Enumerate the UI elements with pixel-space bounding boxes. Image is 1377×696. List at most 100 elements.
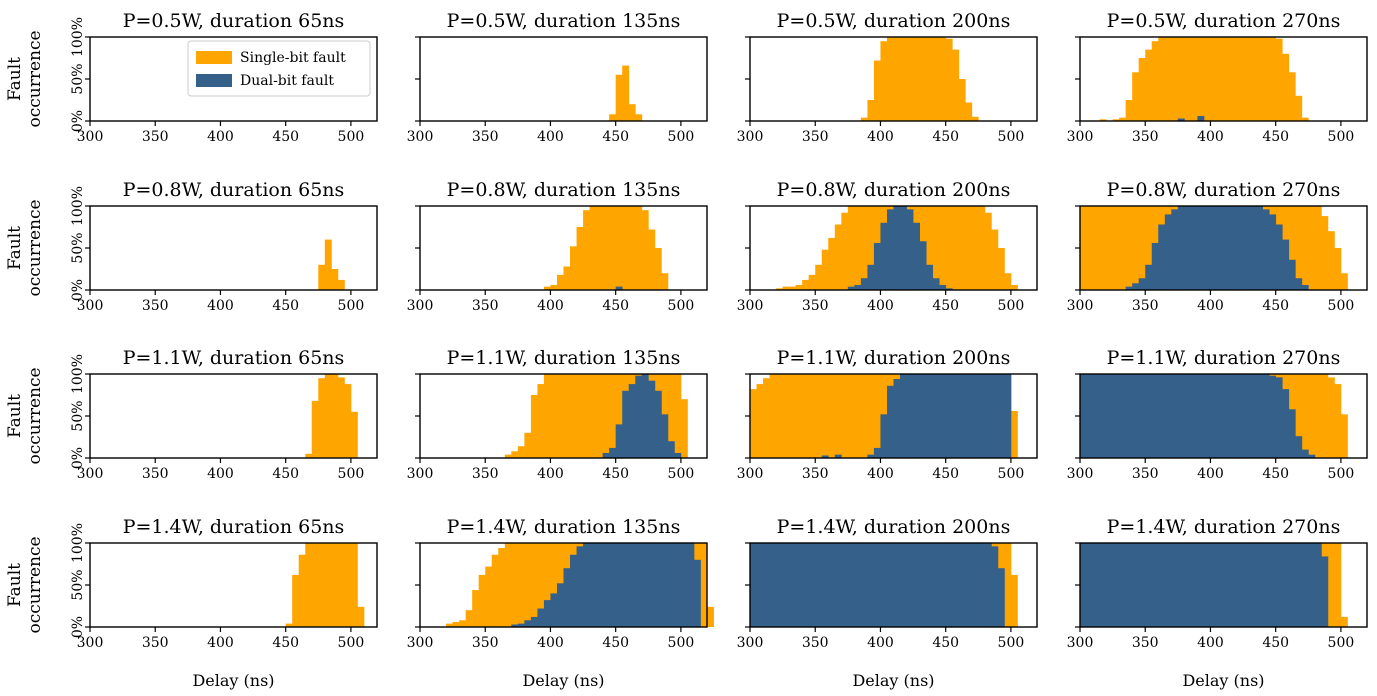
x-axis-label: Delay (ns) <box>852 671 934 690</box>
single-bit-fault-bar <box>880 41 888 122</box>
x-tick-label: 500 <box>338 635 365 651</box>
single-bit-fault-bar <box>997 248 1005 290</box>
dual-bit-fault-bar <box>1230 374 1237 458</box>
dual-bit-fault-bar <box>1086 374 1094 458</box>
single-bit-fault-bar <box>834 374 842 458</box>
y-tick-label: 100% <box>70 523 86 563</box>
single-bit-fault-bar <box>1275 38 1283 121</box>
single-bit-fault-bar <box>1086 206 1094 290</box>
single-bit-fault-bar <box>350 411 358 458</box>
x-tick-label: 500 <box>668 466 695 482</box>
panel-title: P=1.4W, duration 65ns <box>123 516 345 538</box>
dual-bit-fault-bar <box>1223 206 1231 290</box>
x-tick-label: 450 <box>272 635 299 651</box>
single-bit-fault-bar <box>867 206 875 290</box>
dual-bit-fault-bar <box>900 543 907 627</box>
dual-bit-fault-bar <box>1203 206 1211 290</box>
single-bit-fault-bar <box>563 374 571 458</box>
dual-bit-fault-bar <box>1171 374 1179 458</box>
chart-panel-3: P=0.5W, duration 200ns 300 350 400 450 500 <box>737 10 1038 145</box>
dual-bit-fault-bar <box>1099 374 1107 458</box>
dual-bit-fault-bar <box>1203 543 1211 627</box>
single-bit-fault-bar <box>305 453 313 458</box>
dual-bit-fault-bar <box>1243 206 1250 290</box>
dual-bit-fault-bar <box>919 543 927 627</box>
dual-bit-fault-bar <box>1138 278 1146 290</box>
panel-title: P=0.8W, duration 65ns <box>123 179 345 201</box>
single-bit-fault-bar <box>596 206 604 290</box>
dual-bit-fault-bar <box>854 543 862 627</box>
single-bit-fault-bar <box>1138 58 1146 121</box>
single-bit-fault-bar <box>1288 72 1296 121</box>
x-axis-label: Delay (ns) <box>1182 671 1264 690</box>
single-bit-fault-bar <box>350 543 358 627</box>
dual-bit-fault-bar <box>1138 374 1146 458</box>
single-bit-fault-bar <box>795 284 803 290</box>
x-tick-label: 400 <box>207 298 234 314</box>
single-bit-fault-bar <box>828 237 836 290</box>
single-bit-fault-bar <box>472 590 480 627</box>
dual-bit-fault-bar <box>867 454 875 458</box>
single-bit-fault-bar <box>674 374 682 458</box>
single-bit-fault-bar <box>628 104 636 121</box>
x-tick-label: 300 <box>407 129 434 145</box>
single-bit-fault-bar <box>789 286 797 290</box>
x-tick-label: 500 <box>338 298 365 314</box>
dual-bit-fault-bar <box>932 543 940 627</box>
single-bit-fault-bar <box>543 286 551 290</box>
dual-bit-fault-bar <box>945 288 953 290</box>
single-bit-fault-bar <box>782 286 790 290</box>
single-bit-fault-bar <box>337 543 345 627</box>
dual-bit-fault-bar <box>873 543 881 627</box>
dual-bit-fault-bar <box>615 424 623 458</box>
panel-title: P=0.8W, duration 270ns <box>1107 179 1341 201</box>
dual-bit-fault-bar <box>1256 543 1264 627</box>
single-bit-fault-bar <box>1099 119 1107 121</box>
y-tick-label: 0% <box>70 279 86 301</box>
single-bit-fault-bar <box>517 446 525 458</box>
dual-bit-fault-bar <box>1275 377 1283 458</box>
x-tick-label: 300 <box>1067 466 1094 482</box>
single-bit-fault-bar <box>596 374 604 458</box>
dual-bit-fault-bar <box>1177 118 1185 121</box>
single-bit-fault-bar <box>589 206 597 290</box>
single-bit-fault-bar <box>1230 37 1237 121</box>
single-bit-fault-bar <box>958 79 966 121</box>
dual-bit-fault-bar <box>1314 543 1322 627</box>
single-bit-fault-bar <box>517 543 525 627</box>
dual-bit-fault-bar <box>1171 209 1179 290</box>
single-bit-fault-bar <box>635 206 643 290</box>
single-bit-fault-bar <box>1203 37 1211 121</box>
dual-bit-fault-bar <box>952 374 960 458</box>
single-bit-fault-bar <box>1197 37 1205 121</box>
dual-bit-fault-bar <box>615 543 623 627</box>
panel-title: P=1.1W, duration 200ns <box>777 347 1011 369</box>
y-axis-label: occurrence <box>25 536 45 633</box>
single-bit-fault-bar <box>1119 206 1127 290</box>
single-bit-fault-bar <box>867 100 875 121</box>
chart-panel-7: P=0.8W, duration 200ns 300 350 400 450 500 <box>737 179 1038 314</box>
dual-bit-fault-bar <box>1243 374 1250 458</box>
dual-bit-fault-bar <box>602 543 610 627</box>
dual-bit-fault-bar <box>1269 214 1277 290</box>
single-bit-fault-bar <box>815 374 823 458</box>
single-bit-fault-bar <box>1145 206 1153 290</box>
dual-bit-fault-bar <box>997 374 1005 458</box>
single-bit-fault-bar <box>324 239 332 290</box>
dual-bit-fault-bar <box>1158 224 1166 290</box>
y-axis-label: Fault <box>5 57 25 101</box>
dual-bit-fault-bar <box>1145 374 1153 458</box>
dual-bit-fault-bar <box>1080 543 1087 627</box>
dual-bit-fault-bar <box>886 385 894 458</box>
x-tick-label: 450 <box>602 635 629 651</box>
dual-bit-fault-bar <box>1197 374 1205 458</box>
single-bit-fault-bar <box>318 264 326 290</box>
x-tick-label: 400 <box>537 466 564 482</box>
dual-bit-fault-bar <box>680 543 688 627</box>
dual-bit-fault-bar <box>776 543 784 627</box>
single-bit-fault-bar <box>782 374 790 458</box>
single-bit-fault-bar <box>1138 206 1146 290</box>
dual-bit-fault-bar <box>906 209 914 290</box>
single-bit-fault-bar <box>452 621 460 627</box>
x-tick-label: 500 <box>998 298 1025 314</box>
